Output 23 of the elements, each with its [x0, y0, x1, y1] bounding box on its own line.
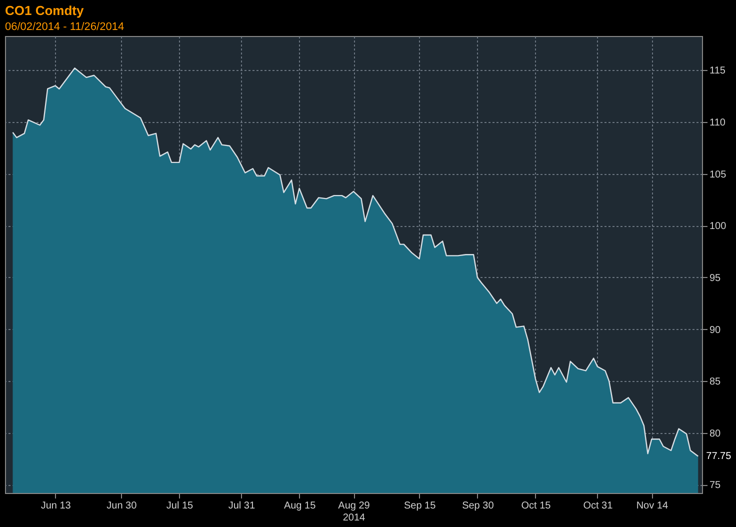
x-tick-label: Jul 15: [166, 500, 194, 512]
y-tick-label: 80: [710, 428, 722, 440]
x-tick-label: Oct 15: [521, 500, 552, 512]
x-tick-label: Nov 14: [636, 500, 668, 512]
y-tick-label: 90: [710, 324, 722, 336]
x-tick-label: Jun 30: [106, 500, 138, 512]
y-tick-label: 100: [710, 221, 727, 232]
x-tick-label: Aug 29 2014: [338, 500, 370, 524]
y-tick-label: 85: [710, 376, 722, 388]
chart-subtitle: 06/02/2014 - 11/26/2014: [5, 21, 124, 33]
y-tick-label: 110: [710, 118, 726, 129]
x-tick-label: Sep 30: [462, 500, 494, 512]
y-tick-label: 75: [710, 480, 722, 492]
data-label: 77.75: [706, 451, 732, 462]
x-tick-label: Sep 15: [404, 500, 436, 512]
y-tick-label: 115: [710, 66, 726, 77]
chart-title: CO1 Comdty: [5, 3, 84, 18]
x-tick-label: Aug 15: [284, 500, 316, 512]
y-tick-label: 105: [710, 169, 727, 180]
x-tick-label: Jul 31: [228, 500, 256, 512]
y-tick-label: 95: [710, 272, 722, 284]
x-tick-label: Oct 31: [583, 500, 614, 512]
x-tick-label: Jun 13: [40, 500, 72, 512]
